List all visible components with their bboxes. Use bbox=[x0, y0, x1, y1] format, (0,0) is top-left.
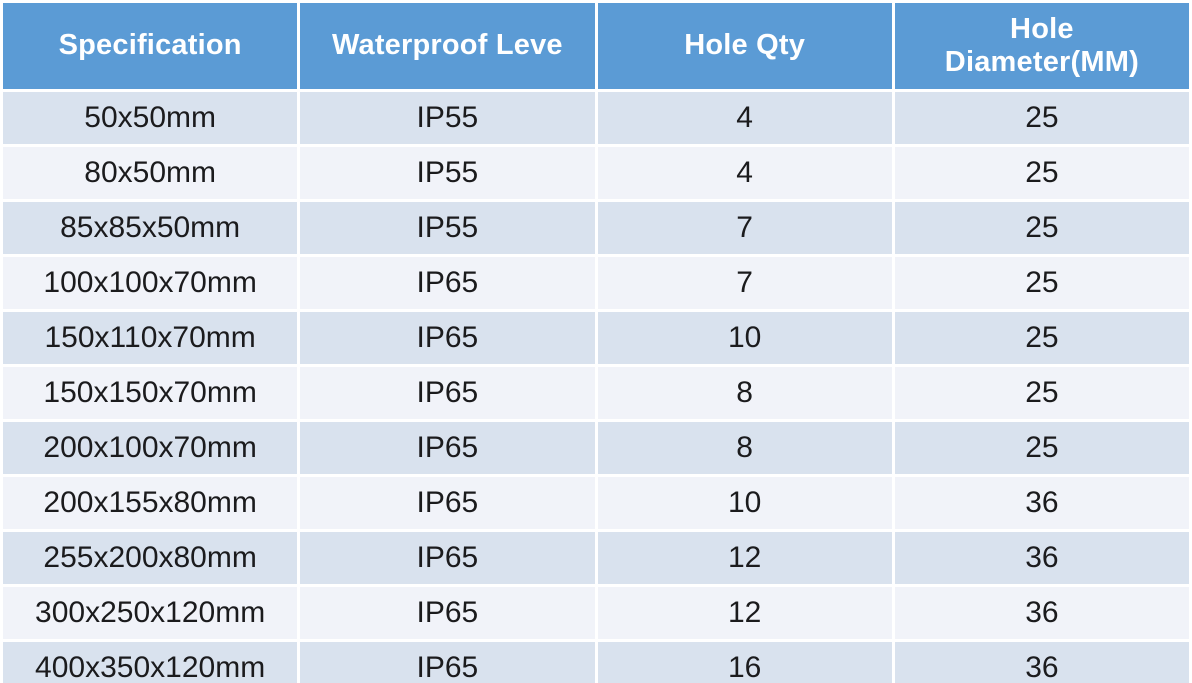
cell-hole-diameter: 25 bbox=[894, 147, 1189, 199]
cell-specification: 200x100x70mm bbox=[3, 422, 298, 474]
cell-hole-qty: 7 bbox=[597, 257, 892, 309]
cell-specification: 150x110x70mm bbox=[3, 312, 298, 364]
table-row: 200x155x80mm IP65 10 36 bbox=[3, 477, 1189, 529]
cell-hole-diameter: 25 bbox=[894, 367, 1189, 419]
column-header-waterproof-level: Waterproof Leve bbox=[300, 3, 595, 89]
cell-specification: 255x200x80mm bbox=[3, 532, 298, 584]
table-row: 50x50mm IP55 4 25 bbox=[3, 92, 1189, 144]
cell-hole-qty: 10 bbox=[597, 312, 892, 364]
cell-hole-diameter: 25 bbox=[894, 422, 1189, 474]
cell-hole-qty: 4 bbox=[597, 92, 892, 144]
cell-waterproof-level: IP65 bbox=[300, 367, 595, 419]
cell-specification: 100x100x70mm bbox=[3, 257, 298, 309]
column-header-label: Hole Qty bbox=[684, 29, 806, 62]
cell-hole-diameter: 25 bbox=[894, 257, 1189, 309]
table-row: 400x350x120mm IP65 16 36 bbox=[3, 642, 1189, 683]
cell-hole-qty: 8 bbox=[597, 422, 892, 474]
cell-specification: 150x150x70mm bbox=[3, 367, 298, 419]
cell-hole-diameter: 36 bbox=[894, 587, 1189, 639]
table-row: 100x100x70mm IP65 7 25 bbox=[3, 257, 1189, 309]
cell-hole-qty: 16 bbox=[597, 642, 892, 683]
table-row: 80x50mm IP55 4 25 bbox=[3, 147, 1189, 199]
cell-specification: 50x50mm bbox=[3, 92, 298, 144]
header-row: Specification Waterproof Leve Hole Qty H… bbox=[3, 3, 1189, 89]
table-row: 200x100x70mm IP65 8 25 bbox=[3, 422, 1189, 474]
column-header-specification: Specification bbox=[3, 3, 298, 89]
cell-hole-qty: 7 bbox=[597, 202, 892, 254]
cell-hole-diameter: 36 bbox=[894, 477, 1189, 529]
cell-hole-diameter: 25 bbox=[894, 312, 1189, 364]
cell-waterproof-level: IP55 bbox=[300, 147, 595, 199]
cell-waterproof-level: IP65 bbox=[300, 257, 595, 309]
cell-hole-diameter: 36 bbox=[894, 642, 1189, 683]
cell-hole-qty: 12 bbox=[597, 532, 892, 584]
cell-specification: 80x50mm bbox=[3, 147, 298, 199]
column-header-label: Waterproof Leve bbox=[332, 29, 563, 62]
cell-specification: 200x155x80mm bbox=[3, 477, 298, 529]
table-row: 255x200x80mm IP65 12 36 bbox=[3, 532, 1189, 584]
column-header-label: Specification bbox=[58, 29, 242, 62]
column-header-label: Hole Diameter(MM) bbox=[944, 12, 1139, 78]
cell-hole-qty: 8 bbox=[597, 367, 892, 419]
table-row: 300x250x120mm IP65 12 36 bbox=[3, 587, 1189, 639]
cell-hole-qty: 12 bbox=[597, 587, 892, 639]
table-row: 150x150x70mm IP65 8 25 bbox=[3, 367, 1189, 419]
cell-specification: 300x250x120mm bbox=[3, 587, 298, 639]
cell-waterproof-level: IP55 bbox=[300, 92, 595, 144]
column-header-hole-diameter: Hole Diameter(MM) bbox=[894, 3, 1189, 89]
cell-hole-qty: 4 bbox=[597, 147, 892, 199]
cell-waterproof-level: IP65 bbox=[300, 477, 595, 529]
column-header-hole-qty: Hole Qty bbox=[597, 3, 892, 89]
table-row: 85x85x50mm IP55 7 25 bbox=[3, 202, 1189, 254]
cell-hole-diameter: 25 bbox=[894, 92, 1189, 144]
cell-hole-qty: 10 bbox=[597, 477, 892, 529]
cell-hole-diameter: 25 bbox=[894, 202, 1189, 254]
cell-waterproof-level: IP65 bbox=[300, 642, 595, 683]
cell-waterproof-level: IP65 bbox=[300, 587, 595, 639]
cell-waterproof-level: IP65 bbox=[300, 312, 595, 364]
cell-waterproof-level: IP65 bbox=[300, 532, 595, 584]
cell-specification: 400x350x120mm bbox=[3, 642, 298, 683]
cell-specification: 85x85x50mm bbox=[3, 202, 298, 254]
cell-waterproof-level: IP55 bbox=[300, 202, 595, 254]
table-row: 150x110x70mm IP65 10 25 bbox=[3, 312, 1189, 364]
cell-hole-diameter: 36 bbox=[894, 532, 1189, 584]
cell-waterproof-level: IP65 bbox=[300, 422, 595, 474]
